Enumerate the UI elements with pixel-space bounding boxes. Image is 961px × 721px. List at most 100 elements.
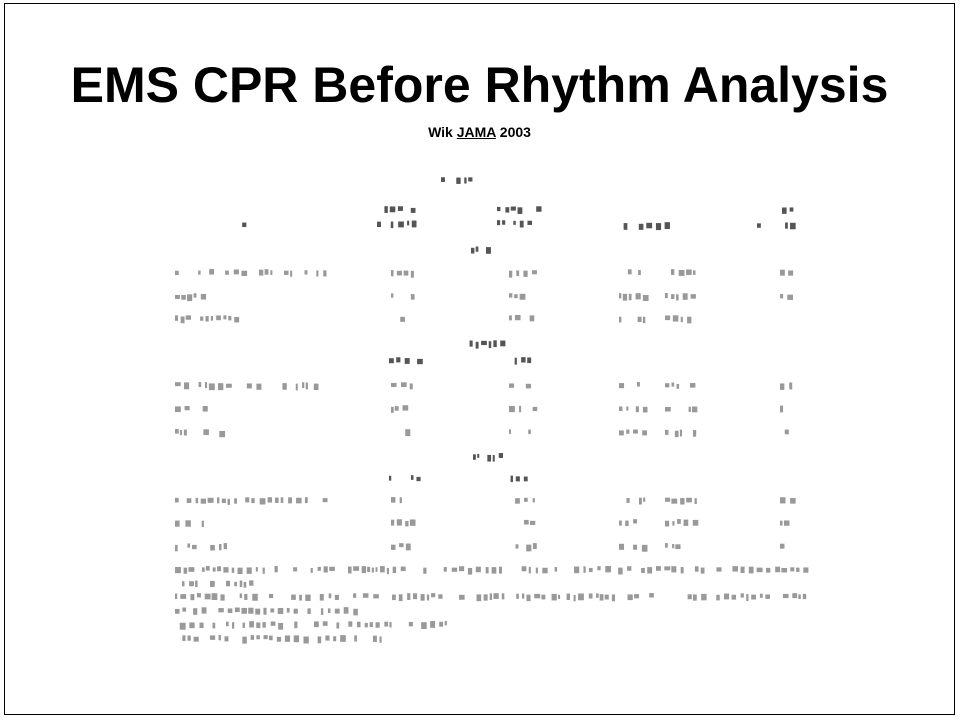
illegible-text xyxy=(782,593,789,599)
illegible-text xyxy=(509,405,515,413)
illegible-text xyxy=(431,593,436,598)
illegible-text xyxy=(354,635,357,642)
illegible-text xyxy=(643,497,646,502)
illegible-text xyxy=(357,621,361,628)
illegible-text xyxy=(364,622,368,628)
illegible-text xyxy=(249,580,254,586)
illegible-text xyxy=(371,567,374,573)
illegible-text xyxy=(551,593,557,601)
illegible-text xyxy=(288,497,292,504)
illegible-text xyxy=(391,519,395,526)
illegible-text xyxy=(204,382,208,389)
illegible-text xyxy=(476,594,482,602)
illegible-text xyxy=(185,520,191,527)
illegible-text xyxy=(516,270,520,277)
illegible-text xyxy=(441,177,445,182)
illegible-text xyxy=(391,270,394,277)
illegible-text xyxy=(322,498,328,503)
illegible-text xyxy=(203,429,209,436)
illegible-text xyxy=(412,593,418,600)
illegible-text xyxy=(249,621,254,628)
illegible-text xyxy=(278,622,284,630)
illegible-text xyxy=(407,593,411,600)
illegible-text xyxy=(680,567,684,574)
illegible-text xyxy=(468,177,473,182)
illegible-text xyxy=(242,222,247,228)
illegible-text xyxy=(756,567,763,573)
illegible-text xyxy=(193,608,198,615)
illegible-text xyxy=(233,269,239,275)
illegible-text xyxy=(475,566,481,573)
illegible-text xyxy=(672,543,675,549)
illegible-text xyxy=(323,270,327,277)
illegible-text xyxy=(485,567,489,574)
illegible-text xyxy=(526,544,532,552)
illegible-text xyxy=(509,293,513,298)
illegible-text xyxy=(399,497,402,504)
illegible-text xyxy=(469,340,473,347)
illegible-text xyxy=(519,293,526,300)
illegible-text xyxy=(426,594,430,601)
illegible-text xyxy=(444,621,447,626)
illegible-text xyxy=(509,383,515,388)
illegible-text xyxy=(514,294,518,299)
illegible-text xyxy=(642,316,646,324)
illegible-text xyxy=(188,567,195,572)
illegible-text xyxy=(517,207,523,214)
citation-journal: JAMA xyxy=(456,124,496,140)
illegible-text xyxy=(524,497,528,502)
illegible-text xyxy=(280,497,284,503)
illegible-text xyxy=(554,567,558,572)
illegible-text xyxy=(175,544,178,552)
illegible-text xyxy=(477,453,480,458)
illegible-text xyxy=(218,544,222,551)
illegible-text xyxy=(740,593,744,598)
illegible-text xyxy=(284,635,291,642)
illegible-text xyxy=(246,383,252,389)
illegible-text xyxy=(407,220,410,226)
illegible-text xyxy=(526,594,531,602)
illegible-text xyxy=(692,430,697,437)
illegible-text xyxy=(519,405,522,413)
illegible-text xyxy=(245,497,250,503)
illegible-text xyxy=(674,430,679,438)
illegible-text xyxy=(217,383,224,391)
illegible-text xyxy=(628,293,632,301)
illegible-text xyxy=(274,566,278,573)
illegible-text xyxy=(234,316,240,323)
illegible-text xyxy=(396,357,401,363)
illegible-text xyxy=(439,621,444,627)
illegible-text xyxy=(501,593,505,600)
illegible-text xyxy=(295,383,298,391)
illegible-text xyxy=(218,635,221,641)
illegible-text xyxy=(534,593,541,599)
illegible-text xyxy=(746,594,749,602)
illegible-text xyxy=(259,498,266,505)
illegible-text xyxy=(514,357,517,365)
illegible-text xyxy=(485,247,491,254)
illegible-text xyxy=(483,594,488,601)
illegible-text xyxy=(373,594,379,599)
illegible-text xyxy=(510,206,516,211)
illegible-text xyxy=(780,543,785,549)
illegible-text xyxy=(790,222,796,230)
illegible-text xyxy=(275,497,279,503)
illegible-text xyxy=(408,621,413,627)
illegible-text xyxy=(184,382,190,390)
illegible-text xyxy=(398,594,403,602)
illegible-text xyxy=(396,270,402,276)
illegible-text xyxy=(248,607,254,614)
illegible-text xyxy=(250,635,255,640)
illegible-text xyxy=(198,270,201,275)
illegible-text xyxy=(780,405,784,413)
illegible-text xyxy=(416,476,421,482)
illegible-text xyxy=(400,316,405,322)
illegible-text xyxy=(798,594,801,600)
illegible-text xyxy=(334,608,340,614)
illegible-text xyxy=(780,269,785,276)
illegible-text xyxy=(175,608,180,614)
blurred-table-image xyxy=(175,177,809,644)
illegible-text xyxy=(509,270,513,278)
illegible-text xyxy=(491,567,497,574)
illegible-text xyxy=(757,223,761,228)
